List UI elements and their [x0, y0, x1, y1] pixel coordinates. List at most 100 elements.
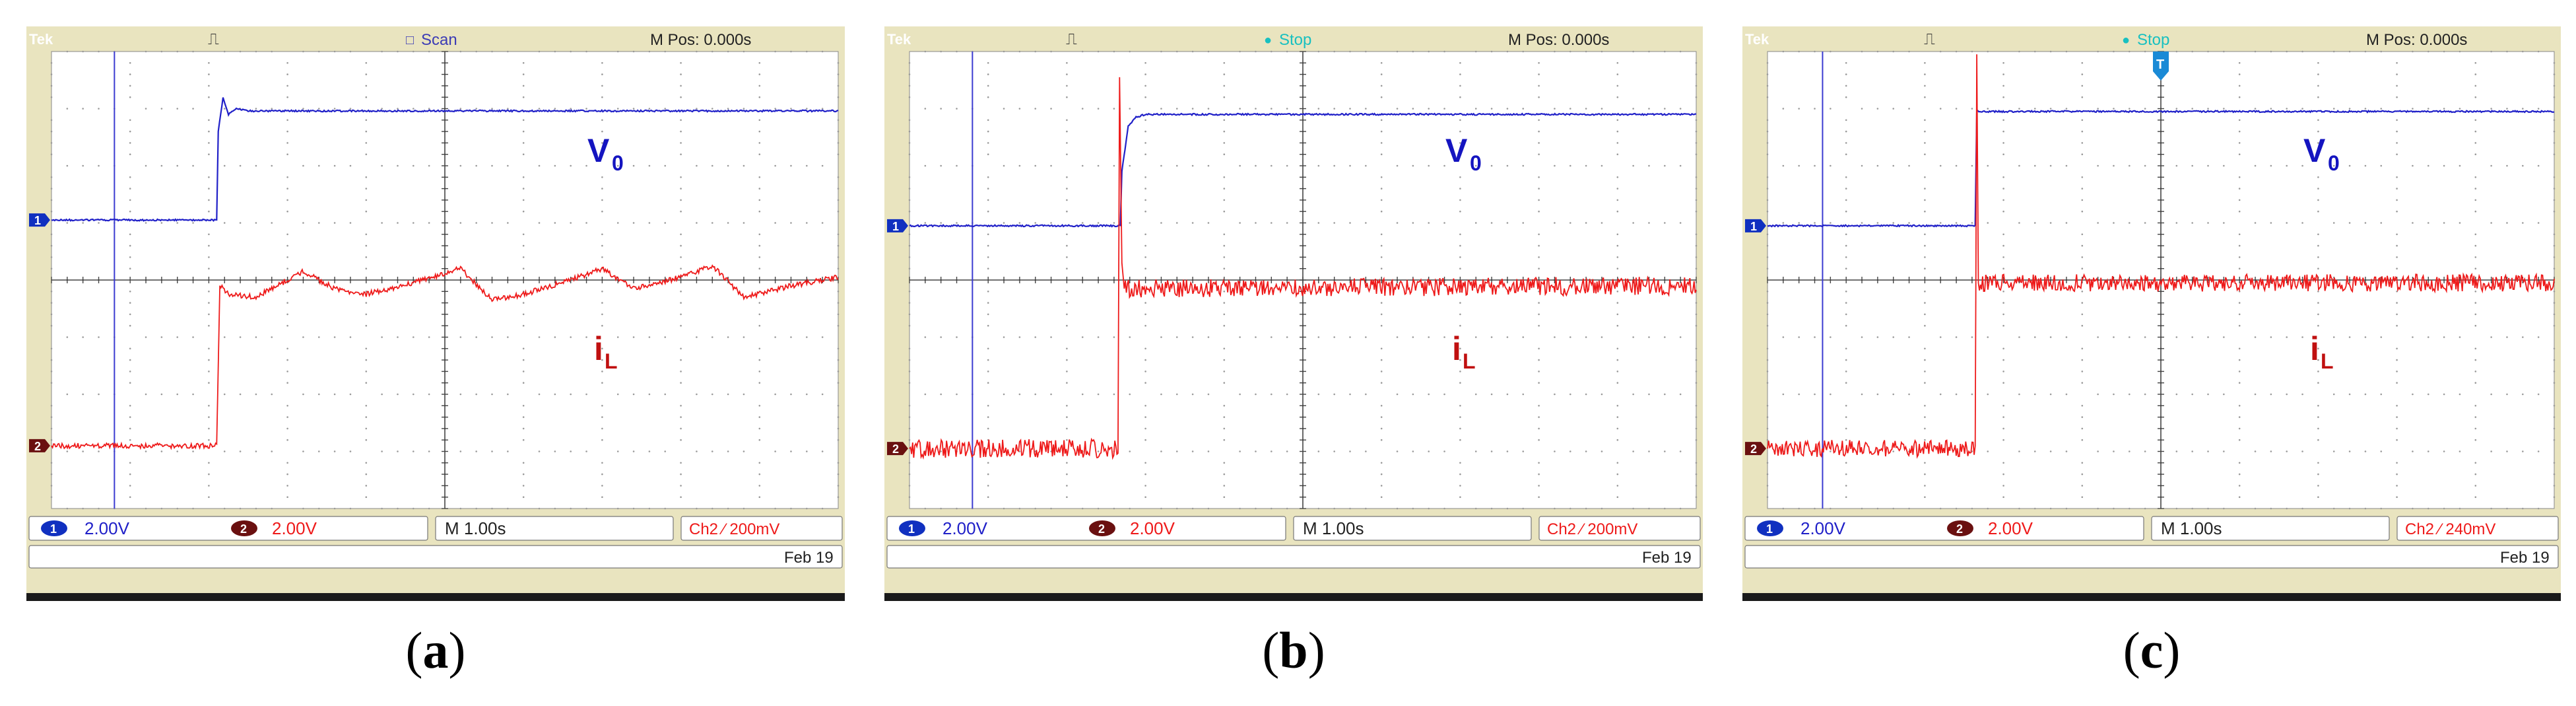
date-readout: Feb 19 — [784, 549, 834, 567]
trace-il-label: i — [2310, 330, 2319, 367]
horizontal-position: M Pos: 0.000s — [2366, 31, 2467, 49]
ch1-marker-label: 1 — [892, 220, 899, 233]
ch1-ground-marker — [1745, 219, 1766, 232]
scope-screen: Tek ⎍ □ Scan M Pos: 0.000s 1 2 V 0 i L 1 2.00V 2 2.00V… — [26, 26, 845, 601]
ch2-ground-marker — [887, 442, 908, 456]
timebase: M 1.00s — [1303, 518, 1364, 538]
channel-readout-box — [28, 516, 428, 541]
panel-caption-letter: b — [1279, 621, 1308, 679]
brand-label: Tek — [887, 31, 911, 48]
trace-v0-label: V — [587, 132, 610, 169]
ch1-scale: 2.00V — [1800, 518, 1846, 538]
trigger-position-marker — [2153, 52, 2169, 81]
timebase-readout-box — [435, 516, 674, 541]
ch2-scale: 2.00V — [272, 518, 317, 538]
acquisition-status: Stop — [2137, 31, 2169, 49]
date-readout-box — [1744, 545, 2559, 569]
ch2-readout-badge-label: 2 — [1956, 522, 1963, 536]
trace-v0-subscript: 0 — [1470, 151, 1482, 175]
timebase: M 1.00s — [445, 518, 506, 538]
ch1-readout-badge — [899, 520, 925, 536]
horizontal-position: M Pos: 0.000s — [1508, 31, 1609, 49]
brand-label: Tek — [29, 31, 53, 48]
ch1-readout-badge-label: 1 — [1766, 522, 1773, 536]
channel-readout-box — [886, 516, 1286, 541]
channel-readout-box — [1744, 516, 2144, 541]
ch2-readout-badge — [1089, 520, 1115, 536]
trigger-readout-box — [1538, 516, 1701, 541]
timebase: M 1.00s — [2161, 518, 2222, 538]
acquisition-status: Scan — [421, 31, 457, 49]
scope-bottom-edge — [1742, 593, 2561, 601]
ch1-marker-label: 1 — [34, 214, 41, 227]
trigger-level: Ch2 ⁄ 200mV — [1547, 520, 1637, 538]
panel-caption-c: (c) — [2123, 621, 2181, 679]
graticule-center-ticks — [51, 51, 839, 509]
date-readout: Feb 19 — [1642, 549, 1692, 567]
acquisition-status-icon: ● — [2122, 33, 2130, 48]
ch1-ground-marker — [29, 213, 50, 227]
trigger-mode-icon: ⎍ — [1924, 30, 1935, 48]
ch1-readout-badge — [41, 520, 67, 536]
scope-panel-b: Tek ⎍ ● Stop M Pos: 0.000s 1 2 V 0 i L 1 2.00V 2 2.00V… — [884, 26, 1703, 601]
ch2-marker-label: 2 — [1750, 442, 1757, 456]
ch2-ground-marker — [29, 439, 50, 452]
trigger-level: Ch2 ⁄ 240mV — [2405, 520, 2495, 538]
acquisition-status-icon: ● — [1264, 33, 1272, 48]
trace-v0 — [51, 97, 839, 222]
trace-il-subscript: L — [1463, 349, 1476, 373]
ch2-readout-badge — [1947, 520, 1973, 536]
ch1-ground-marker — [887, 219, 908, 232]
ch1-marker-label: 1 — [1750, 220, 1757, 233]
acquisition-status: Stop — [1279, 31, 1311, 49]
scope-bottom-edge — [884, 593, 1703, 601]
ch2-readout-badge-label: 2 — [240, 522, 247, 536]
trigger-mode-icon: ⎍ — [1066, 30, 1077, 48]
trace-il-subscript: L — [2321, 349, 2334, 373]
trace-v0-subscript: 0 — [2328, 151, 2340, 175]
ch2-ground-marker — [1745, 442, 1766, 456]
date-readout-box — [886, 545, 1701, 569]
horizontal-position: M Pos: 0.000s — [650, 31, 751, 49]
ch2-readout-badge-label: 2 — [1098, 522, 1105, 536]
trace-v0 — [909, 112, 1697, 228]
scope-screen: Tek ⎍ ● Stop M Pos: 0.000s 1 2 V 0 i L 1 2.00V 2 2.00V… — [884, 26, 1703, 601]
timebase-readout-box — [1293, 516, 1532, 541]
panel-caption-a: (a) — [405, 621, 466, 679]
trigger-level: Ch2 ⁄ 200mV — [689, 520, 779, 538]
panel-caption-b: (b) — [1262, 621, 1325, 679]
timebase-readout-box — [2151, 516, 2390, 541]
trace-il — [909, 77, 1697, 460]
trace-v0-label: V — [2303, 132, 2326, 169]
ch1-readout-badge-label: 1 — [50, 522, 57, 536]
ch1-readout-badge-label: 1 — [908, 522, 915, 536]
ch2-marker-label: 2 — [34, 440, 41, 453]
scope-screen: Tek ⎍ ● Stop M Pos: 0.000s 1 2 T V 0 i L 1 2.00V 2 2.00… — [1742, 26, 2561, 601]
trace-il-label: i — [594, 330, 603, 367]
trigger-readout-box — [680, 516, 843, 541]
ch2-scale: 2.00V — [1130, 518, 1175, 538]
date-readout: Feb 19 — [2500, 549, 2550, 567]
trigger-position-marker-label: T — [2156, 57, 2164, 72]
trigger-readout-box — [2396, 516, 2559, 541]
trace-v0-label: V — [1445, 132, 1468, 169]
ch2-readout-badge — [231, 520, 257, 536]
trace-il — [51, 264, 839, 450]
ch1-scale: 2.00V — [84, 518, 130, 538]
scope-panel-c: Tek ⎍ ● Stop M Pos: 0.000s 1 2 T V 0 i L 1 2.00V 2 2.00… — [1742, 26, 2561, 601]
trigger-mode-icon: ⎍ — [208, 30, 219, 48]
panel-caption-letter: a — [422, 621, 449, 679]
ch1-readout-badge — [1757, 520, 1783, 536]
date-readout-box — [28, 545, 843, 569]
trace-v0-subscript: 0 — [612, 151, 624, 175]
ch1-scale: 2.00V — [942, 518, 988, 538]
panel-caption-letter: c — [2140, 621, 2163, 679]
ch2-marker-label: 2 — [892, 442, 899, 456]
trace-v0 — [1767, 109, 2555, 228]
scope-panel-a: Tek ⎍ □ Scan M Pos: 0.000s 1 2 V 0 i L 1 2.00V 2 2.00V… — [26, 26, 845, 601]
trace-il — [1767, 54, 2555, 459]
trace-il-subscript: L — [605, 349, 618, 373]
brand-label: Tek — [1745, 31, 1769, 48]
scope-bottom-edge — [26, 593, 845, 601]
trace-il-label: i — [1452, 330, 1461, 367]
